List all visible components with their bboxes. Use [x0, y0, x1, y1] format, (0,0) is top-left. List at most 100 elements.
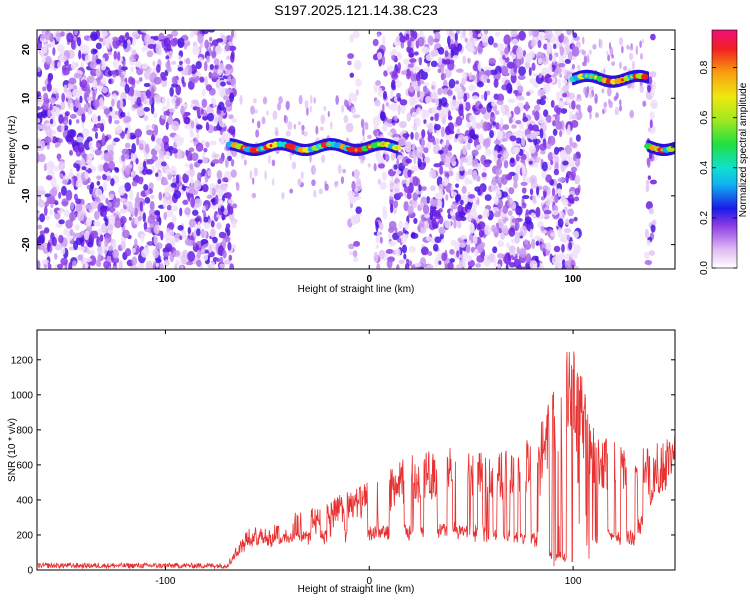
spectrogram-noise-blob: [63, 228, 69, 236]
spectrogram-noise-blob: [211, 203, 218, 210]
spectrogram-noise-blob: [483, 91, 488, 102]
spectrogram-y-tick-label: 0: [21, 144, 32, 150]
spectrogram-noise-blob: [187, 250, 196, 262]
spectrogram-noise-blob: [505, 263, 509, 269]
spectrogram-noise-blob: [52, 47, 56, 56]
spectrogram-noise-blob: [58, 160, 66, 171]
spectrogram-noise-blob: [377, 51, 383, 60]
spectrogram-noise-blob: [568, 190, 576, 196]
spectrogram-noise-blob: [222, 238, 227, 249]
spectrogram-noise-blob: [514, 231, 521, 238]
spectrogram-noise-blob: [78, 86, 83, 98]
spectrogram-noise-blob: [475, 263, 482, 268]
spectrogram-noise-blob: [543, 209, 552, 215]
spectrogram-noise-blob: [315, 125, 319, 135]
spectrogram-noise-blob: [355, 78, 362, 87]
spectrogram-noise-blob: [482, 121, 489, 132]
spectrogram-noise-blob: [139, 77, 143, 82]
spectrogram-noise-blob: [227, 199, 235, 204]
spectrogram-noise-blob: [462, 30, 466, 39]
spectrogram-noise-blob: [520, 181, 528, 186]
spectrogram-noise-blob: [414, 85, 421, 92]
spectrogram-noise-blob: [43, 136, 52, 144]
spectrogram-noise-blob: [190, 120, 195, 129]
spectrogram-noise-blob: [272, 110, 278, 120]
spectrogram-noise-blob: [144, 69, 151, 80]
spectrogram-noise-blob: [209, 140, 217, 146]
spectrogram-noise-blob: [545, 77, 553, 84]
spectrogram-noise-blob: [476, 81, 484, 88]
spectrogram-noise-blob: [488, 58, 497, 65]
spectrogram-noise-blob: [127, 86, 135, 98]
spectrogram-noise-blob: [551, 152, 556, 158]
spectrogram-noise-blob: [194, 198, 202, 208]
spectrogram-noise-blob: [529, 50, 536, 59]
spectrogram-noise-blob: [353, 240, 361, 247]
spectrogram-noise-blob: [430, 60, 438, 68]
spectrogram-noise-blob: [573, 196, 580, 202]
spectrogram-noise-blob: [287, 121, 293, 131]
spectrogram-noise-blob: [649, 111, 655, 120]
spectrogram-noise-blob: [75, 236, 83, 246]
spectrogram-noise-blob: [228, 254, 233, 261]
spectrogram-noise-blob: [562, 92, 567, 98]
spectrogram-noise-blob: [119, 197, 127, 203]
spectrogram-noise-blob: [412, 192, 419, 201]
spectrogram-noise-blob: [434, 123, 441, 131]
spectrogram-noise-blob: [542, 83, 551, 94]
spectrogram-noise-blob: [78, 49, 82, 60]
spectrogram-noise-blob: [419, 256, 427, 268]
colorbar-label: Normalized spectral amplitude: [738, 82, 749, 217]
spectrogram-noise-blob: [487, 35, 494, 46]
spectrogram-noise-blob: [68, 211, 77, 222]
spectrogram-noise-blob: [441, 197, 445, 209]
spectrogram-noise-blob: [642, 100, 647, 107]
spectrogram-noise-blob: [462, 55, 467, 65]
spectrogram-noise-blob: [207, 112, 215, 122]
spectrogram-noise-blob: [70, 61, 78, 71]
spectrogram-noise-blob: [405, 144, 412, 153]
spectrogram-noise-blob: [467, 47, 475, 53]
spectrogram-noise-blob: [90, 200, 99, 209]
spectrogram-noise-blob: [163, 110, 170, 116]
spectrogram-noise-blob: [409, 36, 415, 42]
spectrogram-noise-blob: [486, 256, 493, 261]
spectrogram-noise-blob: [381, 171, 388, 181]
spectrogram-noise-blob: [466, 212, 472, 222]
spectrogram-noise-blob: [438, 47, 445, 55]
spectrogram-noise-blob: [425, 236, 433, 242]
spectrogram-noise-blob: [309, 104, 312, 113]
spectrogram-noise-blob: [650, 99, 658, 110]
spectrogram-noise-blob: [360, 118, 365, 128]
spectrogram-noise-blob: [205, 84, 213, 92]
spectrogram-noise-blob: [552, 128, 558, 136]
spectrogram-noise-blob: [644, 251, 650, 260]
spectrogram-noise-blob: [163, 141, 169, 152]
spectrogram-noise-blob: [216, 170, 223, 180]
spectrogram-noise-blob: [150, 194, 155, 199]
spectrogram-noise-blob: [571, 100, 576, 110]
spectrogram-noise-blob: [404, 230, 409, 235]
spectrogram-noise-blob: [615, 92, 619, 100]
spectrogram-noise-blob: [60, 185, 67, 196]
spectrogram-noise-blob: [196, 249, 202, 259]
spectrogram-noise-blob: [390, 89, 394, 99]
spectrogram-band-hotspot: [589, 74, 593, 78]
spectrogram-noise-blob: [205, 203, 209, 210]
spectrogram-noise-blob: [536, 186, 540, 196]
spectrogram-noise-blob: [486, 78, 491, 84]
spectrogram-noise-blob: [424, 213, 431, 219]
spectrogram-noise-blob: [567, 156, 574, 168]
spectrogram-noise-blob: [509, 197, 513, 205]
spectrogram-noise-blob: [268, 154, 271, 164]
spectrogram-noise-blob: [521, 164, 526, 176]
spectrogram-noise-blob: [204, 75, 208, 87]
spectrogram-noise-blob: [450, 204, 458, 210]
spectrogram-noise-blob: [399, 99, 408, 106]
spectrogram-noise-blob: [589, 111, 592, 120]
spectrogram-noise-blob: [486, 103, 493, 113]
spectrogram-noise-blob: [216, 109, 222, 115]
snr-y-tick-label: 1200: [11, 355, 34, 366]
spectrogram-noise-blob: [457, 43, 463, 52]
spectrogram-noise-blob: [119, 80, 127, 88]
